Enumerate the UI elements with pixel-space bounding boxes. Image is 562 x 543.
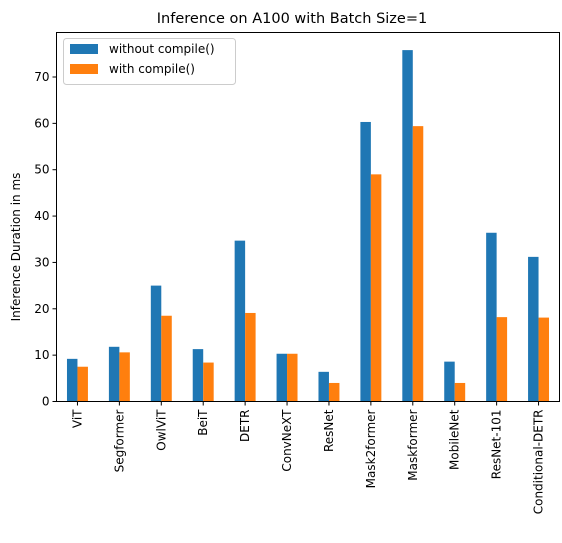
y-tick-label: 50 [34,163,49,177]
plot-area [66,50,550,402]
bar-without-compile-1 [108,346,120,402]
x-tick-label: Conditional-DETR [532,410,546,515]
bar-without-compile-10 [486,232,497,402]
bar-without-compile-11 [528,256,539,402]
legend-swatch [70,64,98,74]
y-tick-label: 20 [34,302,49,316]
bar-without-compile-5 [276,353,288,402]
x-tick-label: ResNet [322,409,336,452]
bar-with-compile-11 [538,317,550,402]
x-tick-label: DETR [238,410,252,443]
bar-without-compile-6 [318,371,329,402]
x-tick-label: BeiT [196,409,210,436]
bar-with-compile-4 [245,312,256,402]
bar-without-compile-7 [360,121,371,402]
y-tick-label: 40 [34,209,49,223]
plot-frame [56,32,560,402]
bar-with-compile-1 [119,352,130,402]
legend-entry-label: without compile() [109,42,215,56]
y-axis-label: Inference Duration in ms [9,173,23,322]
bar-without-compile-0 [66,358,78,402]
x-tick-label: OwlViT [154,409,168,451]
bar-with-compile-0 [77,366,88,402]
x-tick-label: Mask2former [364,409,378,488]
bar-without-compile-2 [150,285,162,402]
bar-with-compile-7 [370,174,382,402]
y-tick-label: 0 [42,395,50,409]
bar-with-compile-9 [454,382,466,402]
bar-without-compile-9 [444,361,455,402]
bar-with-compile-2 [161,315,172,402]
legend-entry-label: with compile() [109,62,195,76]
bar-without-compile-4 [234,240,246,402]
x-tick-label: ResNet-101 [490,410,504,480]
bar-without-compile-8 [402,50,413,402]
y-tick-label: 70 [34,70,49,84]
y-axis: 0 10 20 30 40 50 60 70 [34,70,57,409]
bar-with-compile-5 [287,353,298,402]
legend-swatch [70,44,98,54]
legend: without compile() with compile() [63,38,236,85]
chart-title: Inference on A100 with Batch Size=1 [157,11,427,27]
y-tick-label: 30 [34,255,49,269]
bar-without-compile-3 [192,349,204,402]
x-tick-label: MobileNet [448,409,462,470]
bar-with-compile-6 [328,382,340,402]
x-tick-label: ConvNeXT [280,409,294,472]
y-tick-label: 60 [34,116,49,130]
x-tick-label: ViT [70,409,84,428]
y-tick-label: 10 [34,348,49,362]
bar-with-compile-10 [496,317,508,402]
x-axis: ViT Segformer OwlViT BeiT DETR ConvNeXT ResNet… [70,401,546,515]
bar-with-compile-3 [203,362,214,402]
legend-box [63,38,236,85]
x-tick-label: Maskformer [406,409,420,480]
x-tick-label: Segformer [112,409,126,472]
bar-with-compile-8 [412,126,424,402]
